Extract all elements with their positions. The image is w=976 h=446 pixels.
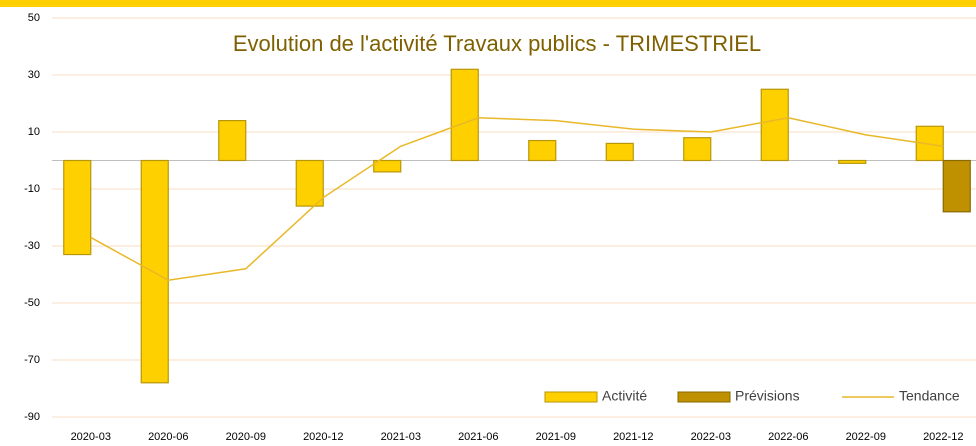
legend-label: Tendance [899,388,960,404]
y-tick-label: -10 [24,183,40,195]
x-tick-label: 2022-06 [768,431,808,443]
x-tick-label: 2022-09 [846,431,886,443]
bar [373,159,402,173]
bar [683,137,712,162]
legend-swatch [544,391,598,403]
x-tick-label: 2020-09 [226,431,266,443]
x-tick-label: 2022-03 [691,431,731,443]
x-tick-label: 2020-03 [71,431,111,443]
legend-label: Activité [602,388,647,404]
trend-line [90,116,944,281]
bar [140,159,169,384]
y-tick-label: 50 [28,12,40,24]
bar [450,68,479,162]
bar [942,159,971,213]
y-tick-label: -30 [24,240,40,252]
y-tick-label: -90 [24,411,40,423]
bar [218,119,247,162]
y-tick-label: 30 [28,69,40,81]
x-tick-label: 2021-12 [613,431,653,443]
x-tick-label: 2022-12 [923,431,963,443]
bar [838,159,867,164]
top-stripe [0,0,976,7]
bar [295,159,324,207]
y-tick-label: 10 [28,126,40,138]
y-tick-label: -50 [24,297,40,309]
bar [63,159,92,256]
x-tick-label: 2021-03 [381,431,421,443]
legend-label: Prévisions [735,388,800,404]
chart-title: Evolution de l'activité Travaux publics … [233,31,761,56]
bar [528,139,557,162]
legend-swatch [677,391,731,403]
bar [760,88,789,162]
x-tick-label: 2020-06 [148,431,188,443]
y-tick-label: -70 [24,354,40,366]
x-tick-label: 2020-12 [303,431,343,443]
x-tick-label: 2021-06 [458,431,498,443]
bar [605,142,634,162]
x-tick-label: 2021-09 [536,431,576,443]
